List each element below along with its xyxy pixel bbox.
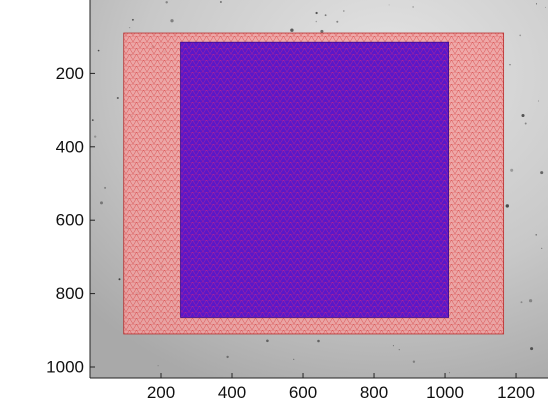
y-tick-label: 600	[56, 211, 84, 230]
inner-mesh-border	[180, 41, 449, 318]
y-tick-label: 200	[56, 64, 84, 83]
speckle	[315, 20, 318, 23]
inner-mesh-grid	[180, 42, 449, 318]
speckle	[398, 348, 400, 351]
speckle	[528, 299, 533, 303]
inner-mesh-region	[180, 41, 449, 318]
speckle	[519, 34, 522, 37]
x-tick-label: 1000	[426, 383, 464, 402]
x-tick-label: 400	[218, 383, 246, 402]
speckle	[320, 29, 324, 33]
y-tick-label: 1000	[46, 357, 84, 376]
speckle	[293, 358, 295, 361]
speckle	[317, 339, 320, 343]
speckle	[509, 64, 511, 66]
speckle	[510, 168, 514, 172]
plot-area	[90, 0, 548, 378]
speckle	[524, 122, 527, 125]
speckle	[131, 18, 134, 21]
x-tick-label: 600	[289, 383, 317, 402]
speckle	[91, 119, 94, 121]
speckle	[530, 347, 534, 351]
speckle	[412, 6, 414, 8]
speckle	[118, 278, 121, 281]
speckle	[342, 10, 345, 12]
speckle	[290, 28, 294, 32]
speckle	[505, 204, 509, 208]
speckle	[540, 171, 544, 175]
outer-mesh-border	[123, 32, 505, 335]
y-axis: 200 400 600 800 1000	[46, 64, 95, 376]
speckle	[165, 1, 168, 4]
x-tick-label: 1200	[497, 383, 535, 402]
x-tick-label: 200	[147, 383, 175, 402]
speckle	[100, 201, 103, 205]
speckle	[448, 372, 451, 374]
speckle	[219, 1, 222, 3]
speckle	[170, 19, 174, 23]
speckle	[541, 247, 543, 249]
speckle	[388, 4, 390, 6]
speckle	[538, 100, 540, 102]
speckle	[226, 355, 229, 359]
speckle	[104, 186, 107, 189]
speckle	[157, 365, 159, 367]
speckle	[324, 14, 327, 17]
speckle	[336, 20, 339, 23]
speckle	[520, 301, 523, 304]
speckle	[521, 113, 525, 118]
speckle	[94, 135, 97, 138]
speckle	[315, 11, 318, 15]
y-tick-label: 800	[56, 284, 84, 303]
x-tick-label: 800	[360, 383, 388, 402]
x-axis: 200 400 600 800 1000 1200	[147, 373, 535, 402]
y-tick-label: 400	[56, 137, 84, 156]
speckle	[412, 360, 416, 363]
speckle	[266, 339, 269, 343]
speckle	[535, 234, 537, 236]
speckle	[128, 26, 131, 29]
speckle	[392, 345, 394, 347]
speckle	[535, 3, 538, 5]
speckle	[97, 49, 100, 52]
speckle	[116, 96, 119, 100]
speckle	[544, 6, 546, 8]
